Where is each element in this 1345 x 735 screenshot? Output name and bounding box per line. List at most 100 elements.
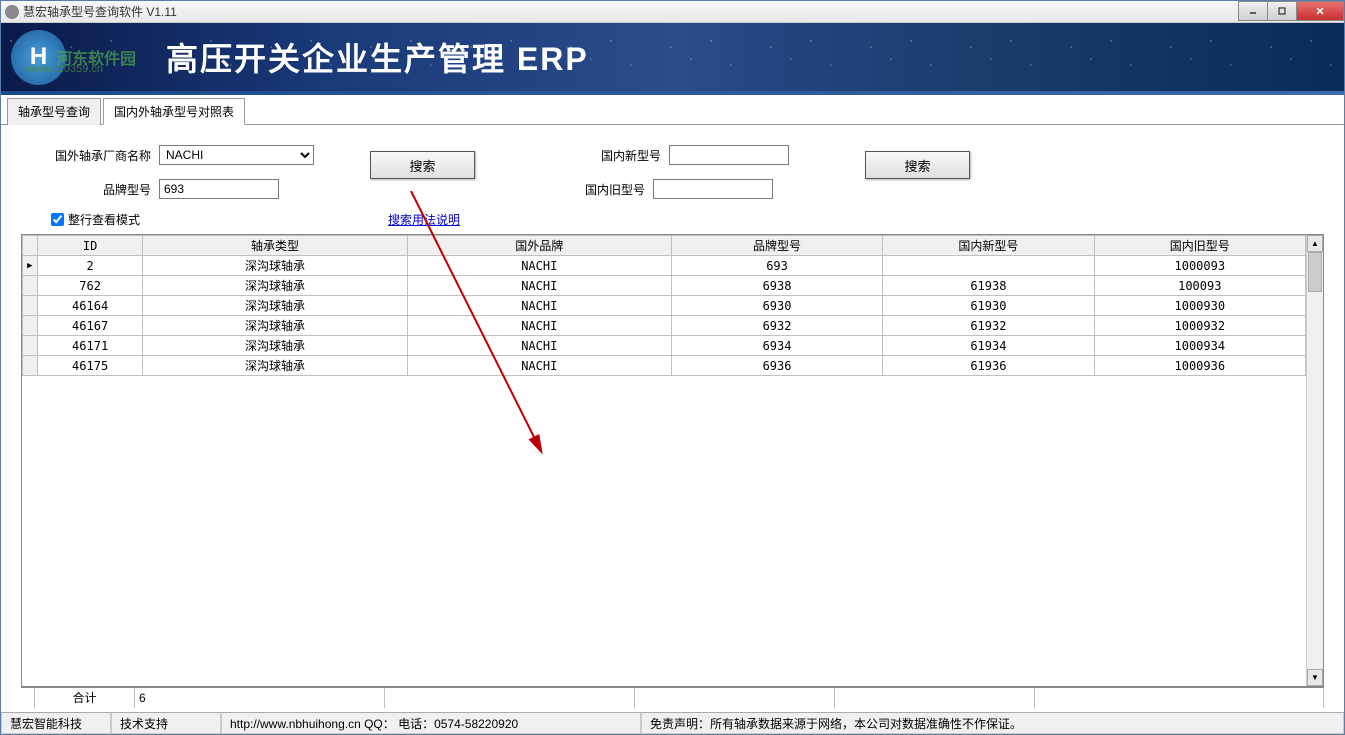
cell-type: 深沟球轴承 bbox=[143, 296, 407, 316]
row-marker bbox=[23, 336, 38, 356]
titlebar: 慧宏轴承型号查询软件 V1.11 bbox=[1, 1, 1344, 23]
row-marker bbox=[23, 296, 38, 316]
header-id[interactable]: ID bbox=[37, 236, 143, 256]
cell-type: 深沟球轴承 bbox=[143, 256, 407, 276]
row-marker bbox=[23, 356, 38, 376]
cell-new: 61938 bbox=[883, 276, 1094, 296]
summary-count: 6 bbox=[135, 688, 385, 708]
table-row[interactable]: 762 深沟球轴承 NACHI 6938 61938 100093 bbox=[23, 276, 1306, 296]
window-controls bbox=[1239, 1, 1344, 21]
table-row[interactable]: 46175 深沟球轴承 NACHI 6936 61936 1000936 bbox=[23, 356, 1306, 376]
foreign-brand-select[interactable]: NACHI bbox=[159, 145, 314, 165]
cell-model: 6934 bbox=[671, 336, 882, 356]
header-marker bbox=[23, 236, 38, 256]
vertical-scrollbar[interactable]: ▲ ▼ bbox=[1306, 235, 1323, 686]
table-row[interactable]: 46167 深沟球轴承 NACHI 6932 61932 1000932 bbox=[23, 316, 1306, 336]
summary-row: 合计 6 bbox=[21, 687, 1324, 708]
brand-model-input[interactable] bbox=[159, 179, 279, 199]
minimize-button[interactable] bbox=[1238, 1, 1268, 21]
cell-model: 6938 bbox=[671, 276, 882, 296]
header-new[interactable]: 国内新型号 bbox=[883, 236, 1094, 256]
search-button-left[interactable]: 搜索 bbox=[370, 151, 475, 179]
label-foreign-brand: 国外轴承厂商名称 bbox=[21, 147, 151, 164]
cell-type: 深沟球轴承 bbox=[143, 356, 407, 376]
cell-brand: NACHI bbox=[407, 276, 671, 296]
domestic-old-input[interactable] bbox=[653, 179, 773, 199]
table-row[interactable]: 46164 深沟球轴承 NACHI 6930 61930 1000930 bbox=[23, 296, 1306, 316]
fullrow-label: 整行查看模式 bbox=[68, 211, 140, 228]
watermark-text: www.pc0359.cn bbox=[26, 63, 103, 75]
cell-brand: NACHI bbox=[407, 296, 671, 316]
cell-brand: NACHI bbox=[407, 356, 671, 376]
status-bar: 慧宏智能科技 技术支持 http://www.nbhuihong.cn QQ： … bbox=[1, 712, 1344, 734]
cell-model: 6932 bbox=[671, 316, 882, 336]
cell-model: 6936 bbox=[671, 356, 882, 376]
cell-model: 6930 bbox=[671, 296, 882, 316]
cell-id: 46167 bbox=[37, 316, 143, 336]
row-marker bbox=[23, 276, 38, 296]
tab-bar: 轴承型号查询 国内外轴承型号对照表 bbox=[1, 95, 1344, 125]
cell-brand: NACHI bbox=[407, 256, 671, 276]
summary-label: 合计 bbox=[35, 688, 135, 708]
header-type[interactable]: 轴承类型 bbox=[143, 236, 407, 256]
tab-comparison-table[interactable]: 国内外轴承型号对照表 bbox=[103, 98, 245, 125]
cell-new: 61932 bbox=[883, 316, 1094, 336]
cell-old: 1000093 bbox=[1094, 256, 1305, 276]
tab-bearing-query[interactable]: 轴承型号查询 bbox=[7, 98, 101, 125]
cell-id: 46164 bbox=[37, 296, 143, 316]
cell-id: 46171 bbox=[37, 336, 143, 356]
cell-new bbox=[883, 256, 1094, 276]
table-row[interactable]: ▶ 2 深沟球轴承 NACHI 693 1000093 bbox=[23, 256, 1306, 276]
search-panel: 国外轴承厂商名称 NACHI 搜索 国内新型号 搜索 品牌型号 国内旧型号 bbox=[21, 141, 1324, 228]
status-support[interactable]: 技术支持 bbox=[111, 713, 221, 734]
banner-title: 高压开关企业生产管理 ERP bbox=[166, 34, 589, 80]
label-domestic-old: 国内旧型号 bbox=[575, 181, 645, 198]
window-title: 慧宏轴承型号查询软件 V1.11 bbox=[23, 3, 177, 20]
header-old[interactable]: 国内旧型号 bbox=[1094, 236, 1305, 256]
cell-new: 61930 bbox=[883, 296, 1094, 316]
cell-model: 693 bbox=[671, 256, 882, 276]
results-table-container: ID 轴承类型 国外品牌 品牌型号 国内新型号 国内旧型号 ▶ 2 深沟球轴承 … bbox=[21, 234, 1324, 687]
cell-brand: NACHI bbox=[407, 336, 671, 356]
banner: H 河东软件园 www.pc0359.cn 高压开关企业生产管理 ERP bbox=[1, 23, 1344, 91]
cell-id: 2 bbox=[37, 256, 143, 276]
cell-type: 深沟球轴承 bbox=[143, 336, 407, 356]
cell-old: 1000930 bbox=[1094, 296, 1305, 316]
fullrow-checkbox[interactable] bbox=[51, 213, 64, 226]
cell-new: 61936 bbox=[883, 356, 1094, 376]
cell-old: 100093 bbox=[1094, 276, 1305, 296]
cell-brand: NACHI bbox=[407, 316, 671, 336]
cell-old: 1000932 bbox=[1094, 316, 1305, 336]
status-company: 慧宏智能科技 bbox=[1, 713, 111, 734]
table-header-row: ID 轴承类型 国外品牌 品牌型号 国内新型号 国内旧型号 bbox=[23, 236, 1306, 256]
cell-id: 762 bbox=[37, 276, 143, 296]
header-brand[interactable]: 国外品牌 bbox=[407, 236, 671, 256]
results-table: ID 轴承类型 国外品牌 品牌型号 国内新型号 国内旧型号 ▶ 2 深沟球轴承 … bbox=[22, 235, 1306, 376]
app-icon bbox=[5, 5, 19, 19]
app-window: 慧宏轴承型号查询软件 V1.11 H 河东软件园 www.pc0359.cn 高… bbox=[0, 0, 1345, 735]
close-button[interactable] bbox=[1296, 1, 1344, 21]
row-marker bbox=[23, 316, 38, 336]
cell-id: 46175 bbox=[37, 356, 143, 376]
scroll-thumb[interactable] bbox=[1308, 252, 1322, 292]
cell-new: 61934 bbox=[883, 336, 1094, 356]
status-disclaimer: 免责声明：所有轴承数据来源于网络，本公司对数据准确性不作保证。 bbox=[641, 713, 1344, 734]
content-area: 国外轴承厂商名称 NACHI 搜索 国内新型号 搜索 品牌型号 国内旧型号 bbox=[1, 125, 1344, 712]
header-model[interactable]: 品牌型号 bbox=[671, 236, 882, 256]
status-contact: http://www.nbhuihong.cn QQ： 电话：0574-5822… bbox=[221, 713, 641, 734]
summary-marker bbox=[21, 688, 35, 708]
label-brand-model: 品牌型号 bbox=[41, 181, 151, 198]
label-domestic-new: 国内新型号 bbox=[591, 147, 661, 164]
scroll-up-button[interactable]: ▲ bbox=[1307, 235, 1323, 252]
search-button-right[interactable]: 搜索 bbox=[865, 151, 970, 179]
cell-old: 1000936 bbox=[1094, 356, 1305, 376]
cell-old: 1000934 bbox=[1094, 336, 1305, 356]
maximize-button[interactable] bbox=[1267, 1, 1297, 21]
scroll-down-button[interactable]: ▼ bbox=[1307, 669, 1323, 686]
search-help-link[interactable]: 搜索用法说明 bbox=[388, 211, 460, 228]
cell-type: 深沟球轴承 bbox=[143, 276, 407, 296]
row-marker: ▶ bbox=[23, 256, 38, 276]
cell-type: 深沟球轴承 bbox=[143, 316, 407, 336]
domestic-new-input[interactable] bbox=[669, 145, 789, 165]
table-row[interactable]: 46171 深沟球轴承 NACHI 6934 61934 1000934 bbox=[23, 336, 1306, 356]
